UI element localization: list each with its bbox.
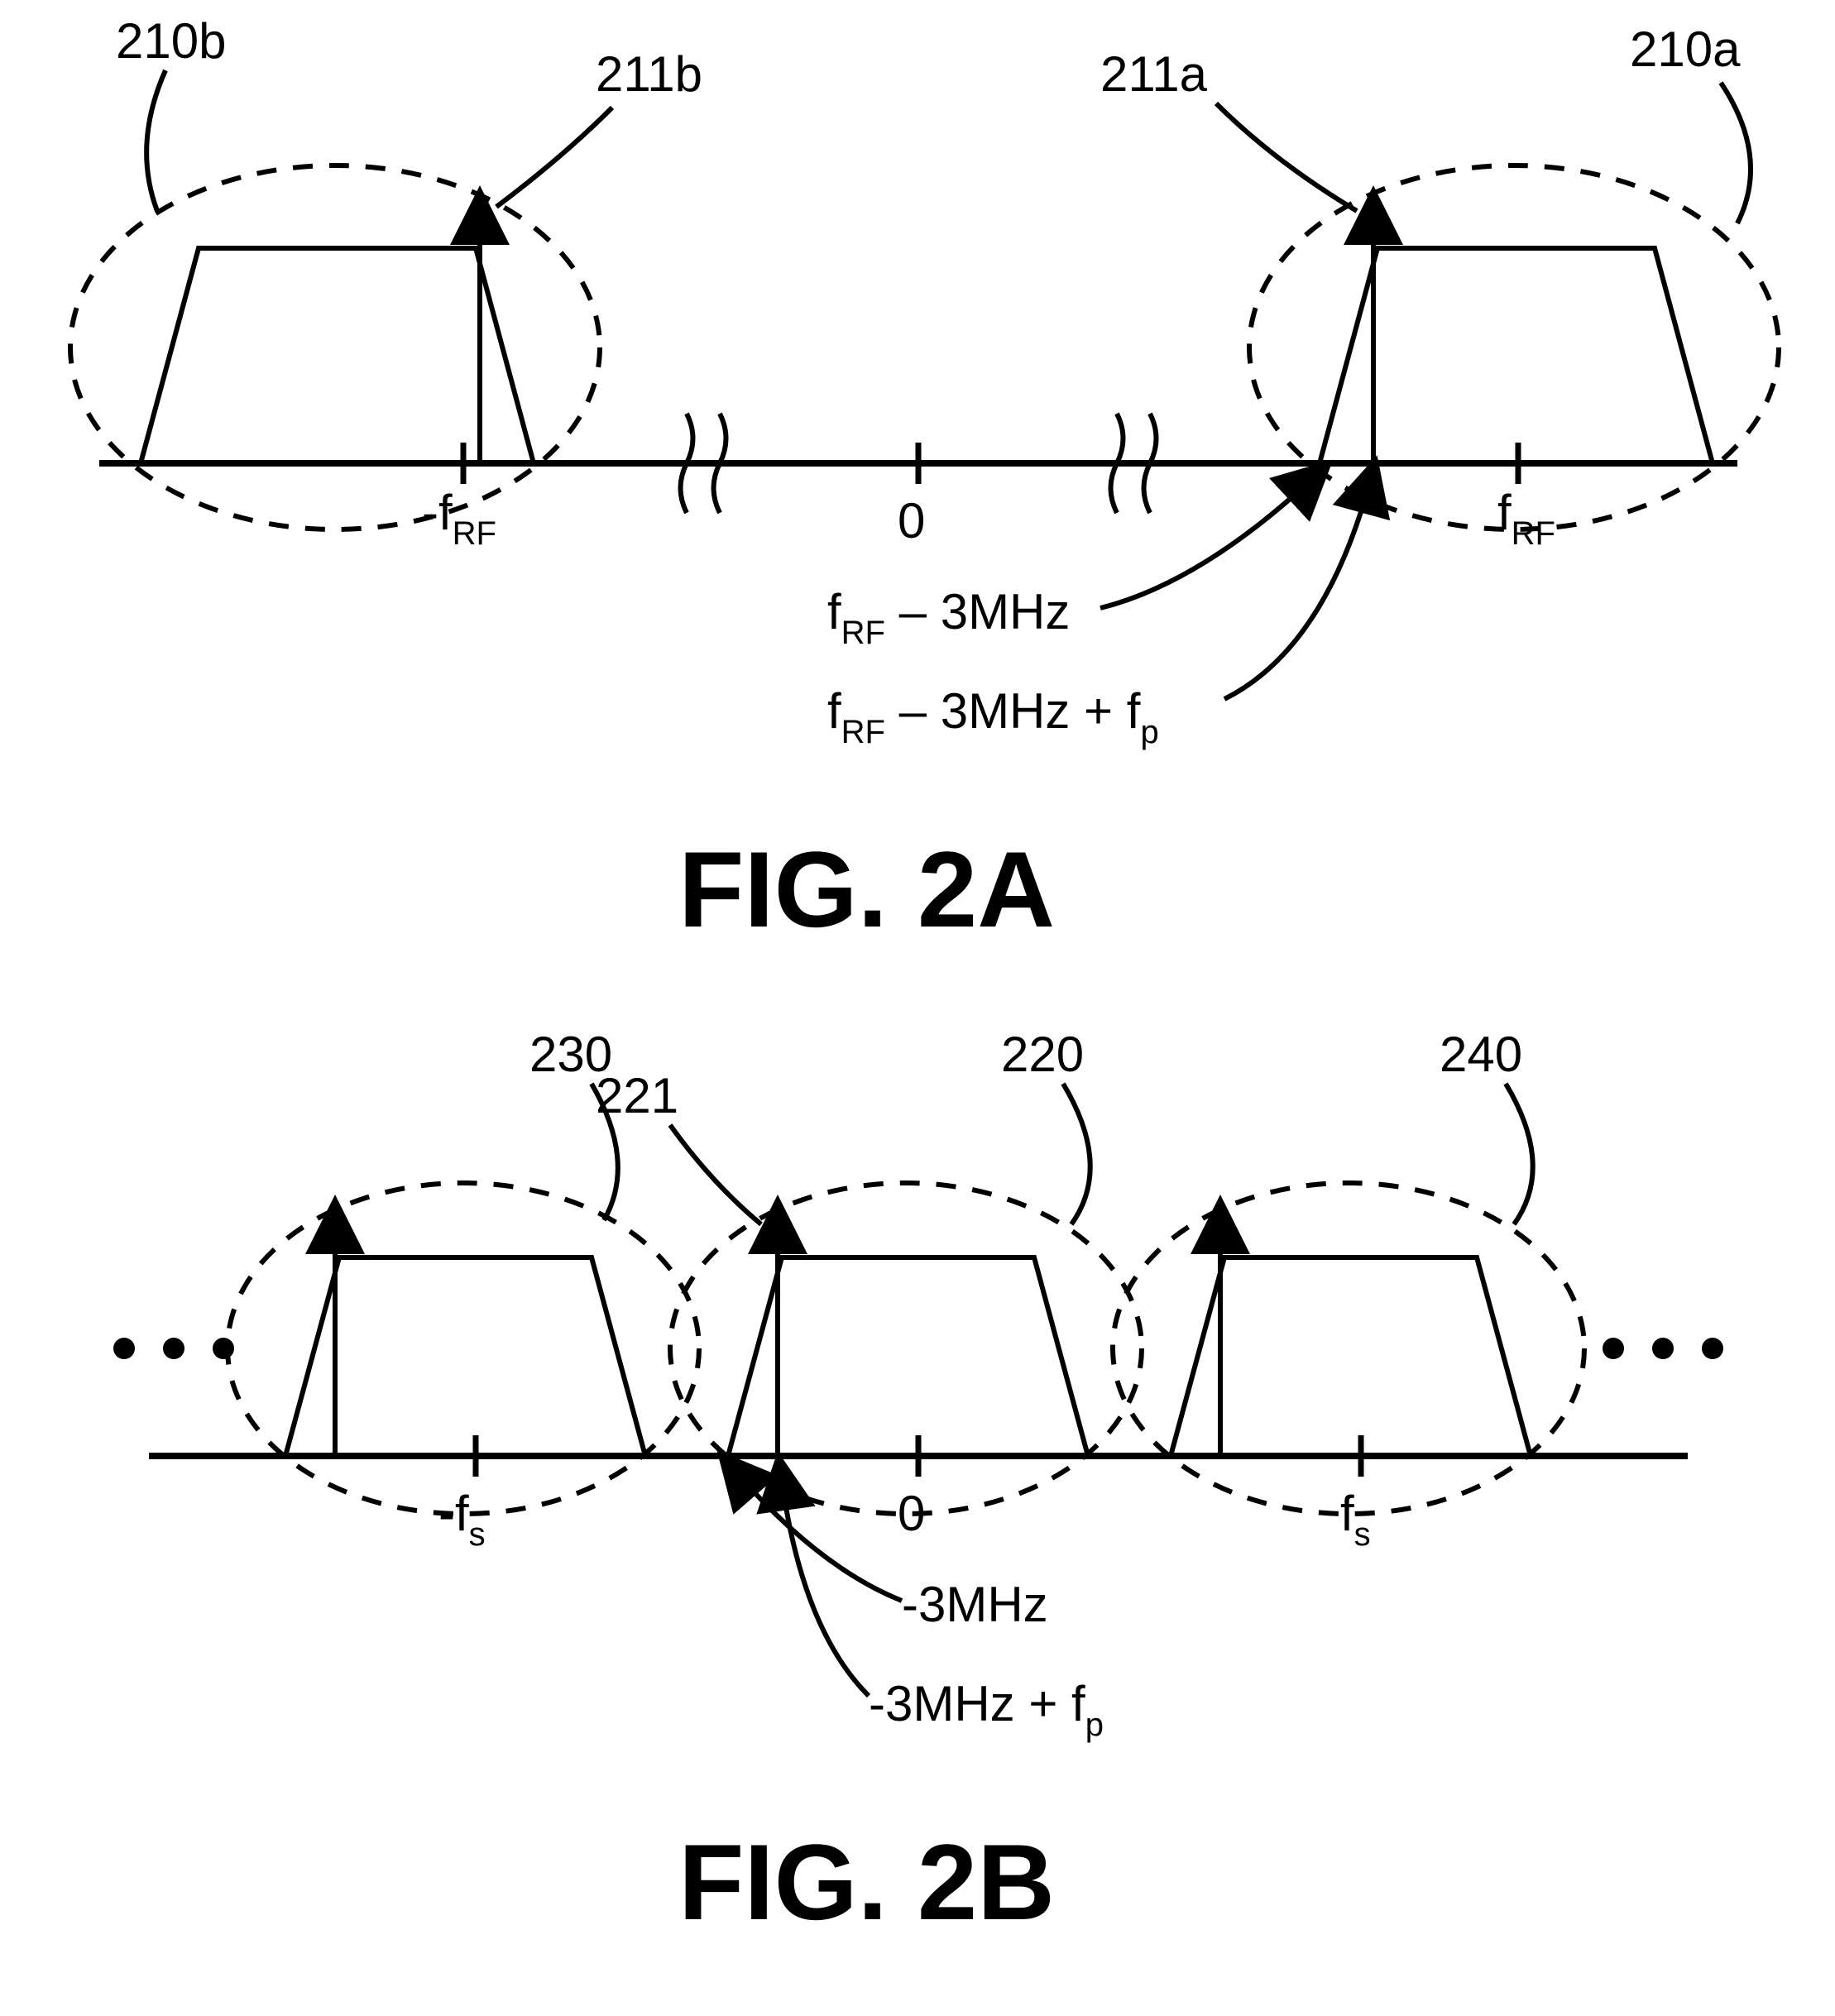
dots-left xyxy=(113,1338,234,1359)
arrow-m3fp xyxy=(782,1481,869,1696)
label-frf-pos: fRF xyxy=(1497,485,1555,552)
arrow-fr3 xyxy=(1100,480,1311,608)
trapezoid-230 xyxy=(285,1257,645,1456)
figure-canvas: 0 fRF 210a 211a xyxy=(0,0,1835,2016)
ref-220: 220 xyxy=(1001,1027,1084,1082)
leader-210a xyxy=(1721,83,1751,223)
trapezoid-210b xyxy=(141,248,534,463)
ref-240: 240 xyxy=(1440,1027,1522,1082)
trapezoid-240 xyxy=(1171,1257,1531,1456)
caption-2a: FIG. 2A xyxy=(678,829,1055,950)
trapezoid-210a xyxy=(1320,248,1713,463)
ref-210b: 210b xyxy=(116,13,226,69)
label-m3fp: -3MHz + fp xyxy=(869,1676,1104,1743)
trapezoid-220 xyxy=(728,1257,1088,1456)
leader-221 xyxy=(670,1125,761,1224)
label-zero-2a: 0 xyxy=(898,493,925,548)
leader-240 xyxy=(1506,1084,1533,1224)
leader-220 xyxy=(1063,1084,1090,1224)
ellipse-220 xyxy=(670,1183,1142,1514)
dots-right xyxy=(1603,1338,1723,1359)
label-fr3: fRF – 3MHz xyxy=(827,584,1070,651)
leader-211b xyxy=(496,108,612,207)
ellipse-210a xyxy=(1249,165,1779,529)
ref-230: 230 xyxy=(529,1027,612,1082)
fig-2b: 0 -fs fs 220 221 230 xyxy=(113,1027,1723,1942)
spectrum-240: 240 xyxy=(1113,1027,1584,1514)
label-negfs: -fs xyxy=(438,1486,486,1553)
arrow-fr3fp xyxy=(1224,484,1369,699)
arrow-m3 xyxy=(736,1472,902,1601)
ref-210a: 210a xyxy=(1630,22,1741,77)
fig-2a: 0 fRF 210a 211a xyxy=(70,13,1779,950)
spectrum-210b: -fRF 210b 211b xyxy=(70,13,702,552)
leader-210b xyxy=(146,70,165,211)
label-fr3fp: fRF – 3MHz + fp xyxy=(827,683,1159,750)
caption-2b: FIG. 2B xyxy=(678,1822,1055,1942)
leader-211a xyxy=(1216,103,1357,211)
label-posfs: fs xyxy=(1340,1486,1371,1553)
ellipse-240 xyxy=(1113,1183,1584,1514)
ellipse-230 xyxy=(228,1183,699,1514)
ref-211a: 211a xyxy=(1100,46,1208,102)
spectrum-220: 220 221 xyxy=(596,1027,1142,1514)
ellipse-210b xyxy=(70,165,600,529)
spectrum-210a: fRF 210a 211a xyxy=(1100,22,1779,552)
ref-211b: 211b xyxy=(596,46,702,102)
label-m3: -3MHz xyxy=(902,1577,1048,1632)
